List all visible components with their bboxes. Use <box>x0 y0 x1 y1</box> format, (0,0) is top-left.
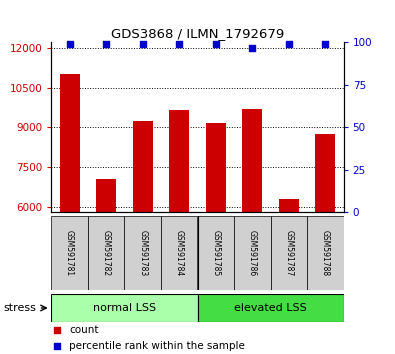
Text: normal LSS: normal LSS <box>93 303 156 313</box>
Point <box>66 41 73 47</box>
Bar <box>234 216 271 290</box>
Text: GSM591782: GSM591782 <box>102 230 111 276</box>
Bar <box>198 294 344 322</box>
Text: GSM591788: GSM591788 <box>321 230 330 276</box>
Point <box>322 41 329 47</box>
Bar <box>88 216 124 290</box>
Point <box>286 41 292 47</box>
Bar <box>60 74 80 354</box>
Text: stress: stress <box>4 303 37 313</box>
Bar <box>51 294 198 322</box>
Title: GDS3868 / ILMN_1792679: GDS3868 / ILMN_1792679 <box>111 27 284 40</box>
Bar <box>96 179 116 354</box>
Text: GSM591785: GSM591785 <box>211 230 220 276</box>
Point <box>54 327 60 333</box>
Bar <box>198 216 234 290</box>
Bar <box>279 199 299 354</box>
Text: percentile rank within the sample: percentile rank within the sample <box>69 341 245 351</box>
Text: GSM591781: GSM591781 <box>65 230 74 276</box>
Point <box>249 45 256 50</box>
Bar <box>271 216 307 290</box>
Text: count: count <box>69 325 98 335</box>
Bar <box>124 216 161 290</box>
Text: elevated LSS: elevated LSS <box>234 303 307 313</box>
Bar <box>206 124 226 354</box>
Text: GSM591786: GSM591786 <box>248 230 257 276</box>
Bar <box>133 121 153 354</box>
Text: GSM591787: GSM591787 <box>284 230 293 276</box>
Point <box>139 41 146 47</box>
Bar <box>307 216 344 290</box>
Bar <box>161 216 198 290</box>
Bar <box>169 110 189 354</box>
Point <box>176 41 182 47</box>
Text: GSM591783: GSM591783 <box>138 230 147 276</box>
Point <box>213 41 219 47</box>
Bar <box>242 109 262 354</box>
Bar <box>315 134 335 354</box>
Point <box>103 41 109 47</box>
Text: GSM591784: GSM591784 <box>175 230 184 276</box>
Bar <box>51 216 88 290</box>
Point <box>54 343 60 349</box>
